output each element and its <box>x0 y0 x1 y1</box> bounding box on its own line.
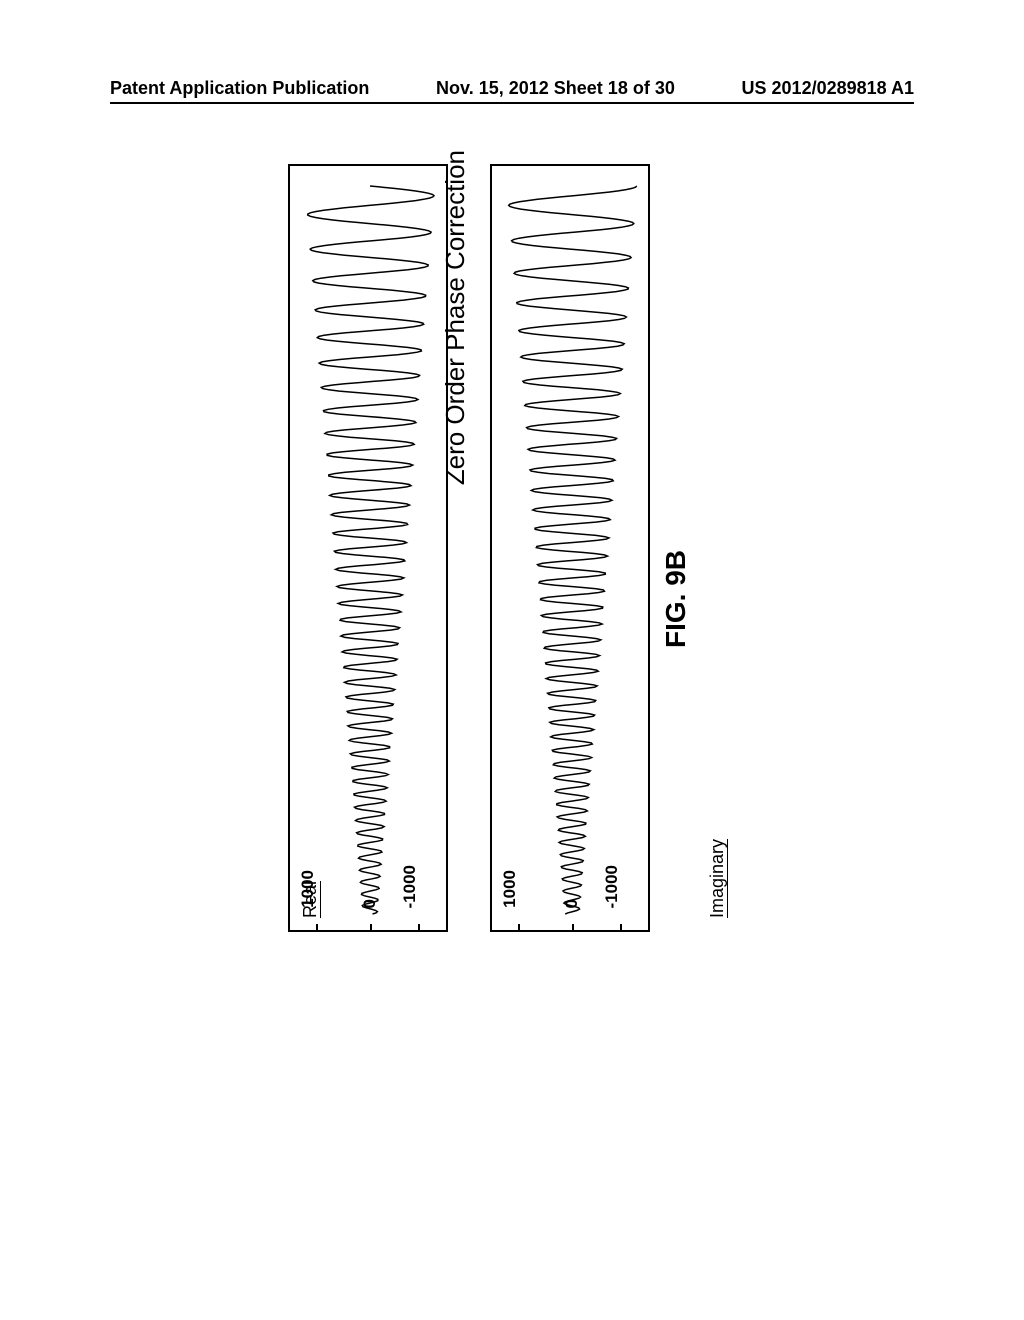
series-label-imaginary: Imaginary <box>707 839 728 918</box>
waveform-imaginary <box>492 166 652 934</box>
y-tick-label: 0 <box>562 899 582 908</box>
y-tick-label: 0 <box>360 899 380 908</box>
chart-real: Real 1000 0 -1000 <box>288 164 448 932</box>
chart-imaginary: Imaginary 1000 0 -1000 <box>490 164 650 932</box>
tick <box>316 924 318 932</box>
y-tick-label: -1000 <box>400 865 420 908</box>
header-left: Patent Application Publication <box>110 78 369 99</box>
tick <box>418 924 420 932</box>
tick <box>620 924 622 932</box>
tick <box>518 924 520 932</box>
y-tick-label: 1000 <box>500 870 520 908</box>
header-center: Nov. 15, 2012 Sheet 18 of 30 <box>436 78 675 99</box>
figure-container: Zero Order Phase Correction Real 1000 0 … <box>240 140 700 990</box>
header-right: US 2012/0289818 A1 <box>742 78 914 99</box>
header-divider <box>110 102 914 104</box>
y-tick-label: -1000 <box>602 865 622 908</box>
page-header: Patent Application Publication Nov. 15, … <box>0 78 1024 99</box>
tick <box>572 924 574 932</box>
y-tick-label: 1000 <box>298 870 318 908</box>
figure-caption: FIG. 9B <box>660 550 692 648</box>
tick <box>370 924 372 932</box>
waveform-real <box>290 166 450 934</box>
